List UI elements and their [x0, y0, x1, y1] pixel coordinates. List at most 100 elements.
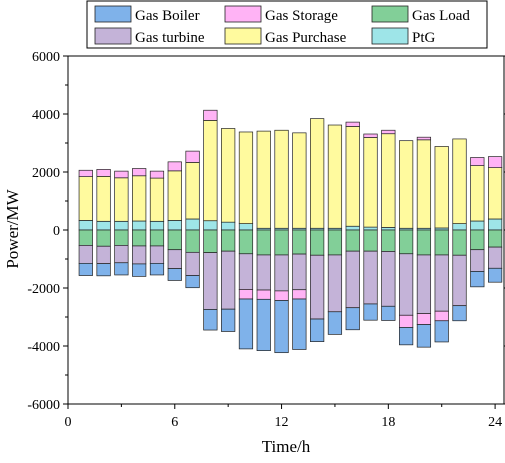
bar-segment — [416, 313, 432, 325]
bar-segment — [96, 220, 111, 231]
bar-segment — [310, 318, 325, 342]
bar-segment — [292, 229, 307, 255]
bar-segment — [292, 253, 307, 291]
bar-segment — [238, 223, 254, 231]
bar-segment — [114, 170, 129, 179]
legend-swatch — [94, 5, 132, 23]
bar-segment — [149, 229, 165, 247]
y-tick-label: 4000 — [32, 108, 60, 123]
bar-segment — [327, 229, 343, 256]
bar-segment — [470, 165, 485, 222]
bar-segment — [292, 298, 307, 350]
bar-segment — [416, 139, 432, 229]
legend-swatch — [94, 27, 132, 45]
bar-segment — [203, 120, 218, 222]
axes: -6000 -4000 -2000 0 2000 4000 6000 0 6 12 18 24 — [27, 50, 505, 430]
y-tick-label: 2000 — [32, 166, 60, 181]
bar-segment — [434, 146, 449, 229]
bar-segment — [345, 126, 360, 227]
legend-label: Gas Load — [412, 8, 470, 24]
bar-segment — [274, 129, 289, 229]
bar-segment — [78, 169, 93, 177]
bar-segment — [185, 229, 200, 253]
bar-segment — [399, 229, 414, 255]
bar-segment — [132, 229, 147, 247]
bar-segment — [470, 229, 485, 251]
bar-segment — [114, 220, 129, 231]
bar-segment — [434, 229, 449, 256]
bar-segment — [132, 245, 147, 265]
bar-segment — [310, 118, 325, 229]
bar-segment — [470, 157, 485, 166]
bar-segment — [185, 150, 200, 163]
bar-segment — [149, 263, 165, 276]
bar-segment — [488, 218, 503, 231]
bar-segment — [238, 131, 254, 224]
legend-swatch — [371, 27, 409, 45]
bar-segment — [256, 298, 271, 351]
bar-segment — [256, 289, 271, 300]
bar-segment — [488, 229, 503, 248]
bar-segment — [132, 220, 147, 231]
bar-segment — [167, 229, 182, 251]
bar-segment — [203, 220, 218, 231]
bar-segment — [96, 245, 111, 264]
bar-segment — [256, 254, 271, 291]
bar-segment — [203, 229, 218, 253]
bar-segment — [452, 305, 467, 322]
bar-segment — [399, 327, 414, 346]
bar-segment — [488, 156, 503, 169]
bar-segment — [238, 229, 254, 255]
legend-swatch — [224, 27, 262, 45]
y-axis-title: Power/MW — [3, 188, 22, 268]
bar-segment — [488, 246, 503, 269]
x-tick-label: 0 — [65, 415, 72, 430]
bar-segment — [238, 289, 254, 300]
bar-segment — [488, 167, 503, 220]
bar-segment — [345, 307, 360, 331]
bar-segment — [452, 138, 467, 224]
bar-segment — [221, 229, 236, 252]
legend-swatch — [224, 5, 262, 23]
bar-segment — [363, 133, 378, 138]
bar-segment — [381, 133, 396, 228]
bar-segment — [381, 305, 396, 321]
legend-label: Gas Storage — [265, 8, 338, 24]
bar-segment — [345, 225, 360, 231]
bar-segment — [345, 229, 360, 252]
y-tick-label: -4000 — [27, 340, 60, 355]
bar-segment — [149, 220, 165, 231]
bar-segment — [345, 121, 360, 127]
bar-segment — [452, 223, 467, 231]
bar-segment — [381, 229, 396, 252]
legend-box — [86, 0, 488, 49]
bar-segment — [434, 320, 449, 343]
bar-segment — [203, 252, 218, 310]
legend-label: PtG — [412, 30, 436, 46]
x-axis-title: Time/h — [262, 437, 311, 456]
bar-segment — [96, 229, 111, 247]
bar-segment — [363, 226, 378, 231]
bar-segment — [167, 220, 182, 231]
bar-segment — [416, 324, 432, 348]
bar-segment — [203, 109, 218, 121]
bar-segment — [399, 314, 414, 328]
bar-segment — [274, 229, 289, 256]
y-tick-label: -2000 — [27, 282, 60, 297]
bar-segment — [452, 254, 467, 307]
bar-segment — [167, 161, 182, 172]
bar-segment — [274, 254, 289, 292]
bar-segment — [96, 169, 111, 177]
bar-segment — [470, 220, 485, 231]
bar-segment — [310, 229, 325, 256]
bar-segment — [203, 309, 218, 331]
bar-segment — [434, 254, 449, 312]
bar-segment — [274, 300, 289, 354]
legend-swatch — [371, 5, 409, 23]
bar-segment — [78, 220, 93, 231]
bar-segment — [149, 170, 165, 179]
bar-segment — [132, 263, 147, 277]
bar-segment — [292, 132, 307, 229]
y-tick-label: 6000 — [32, 50, 60, 65]
bar-segment — [96, 176, 111, 222]
